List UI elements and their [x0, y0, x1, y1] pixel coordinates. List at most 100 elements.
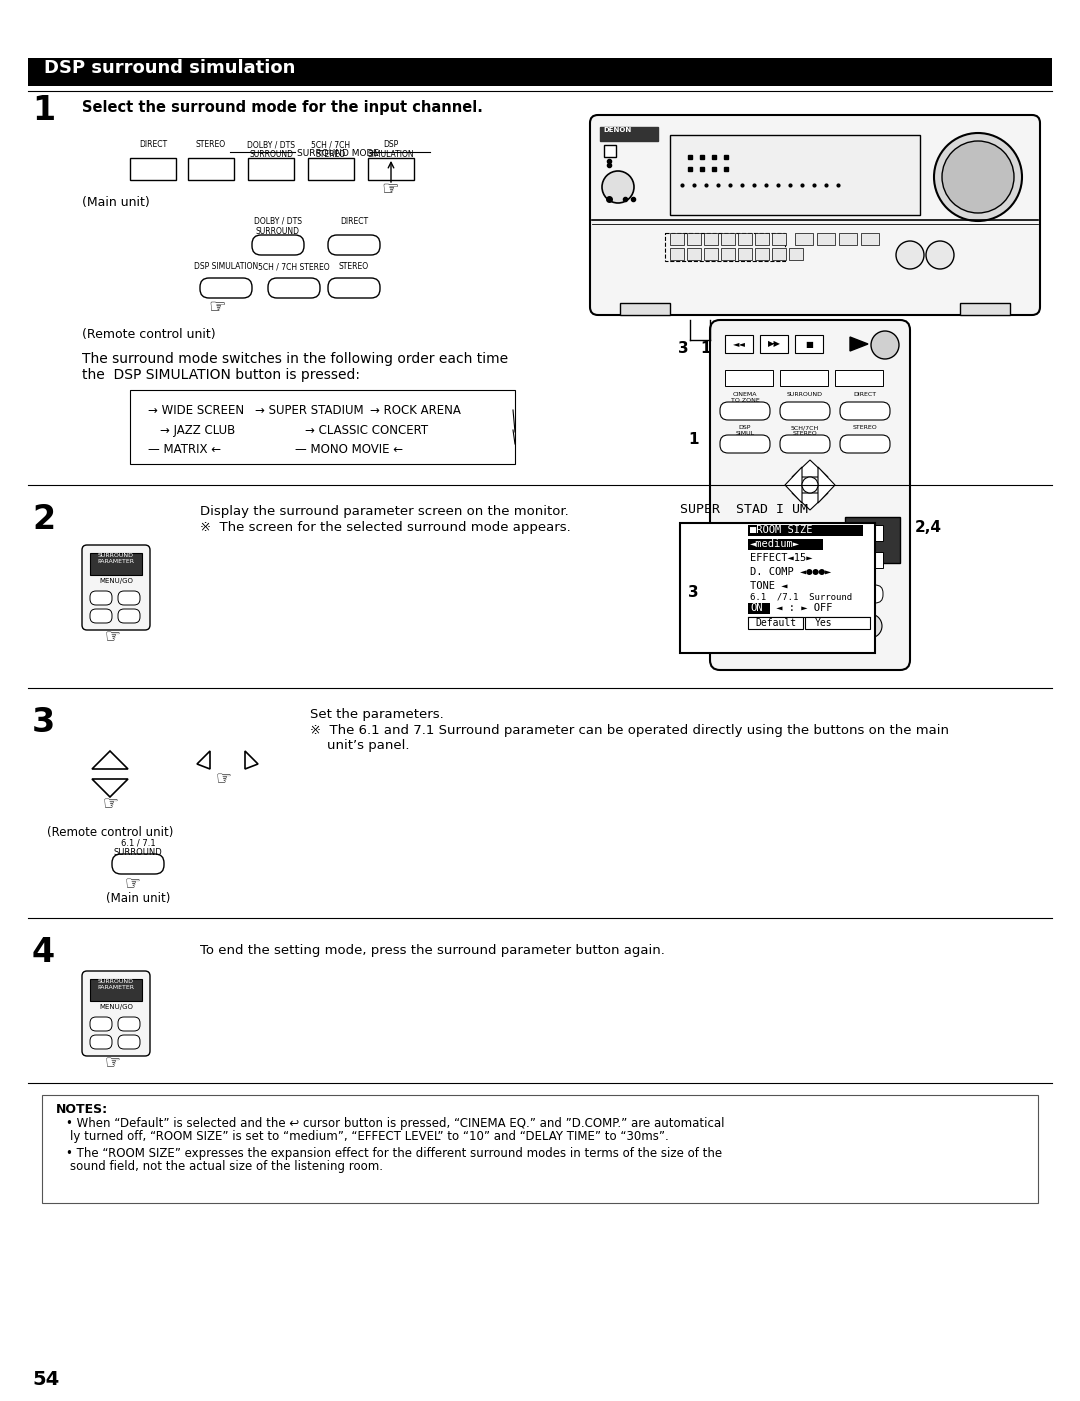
Bar	[687, 248, 701, 261]
Text: 5CH/7CH
STEREO: 5CH/7CH STEREO	[791, 425, 819, 436]
Text: sound field, not the actual size of the listening room.: sound field, not the actual size of the …	[70, 1160, 383, 1173]
Bar	[780, 552, 828, 567]
Text: SURROUND MODE: SURROUND MODE	[297, 149, 379, 157]
Bar	[861, 233, 879, 245]
Text: Yes: Yes	[815, 618, 833, 628]
Text: Display the surround parameter screen on the monitor.: Display the surround parameter screen on…	[200, 504, 569, 518]
FancyBboxPatch shape	[693, 591, 713, 609]
FancyBboxPatch shape	[710, 319, 910, 670]
Text: 1: 1	[700, 340, 711, 356]
Text: DOLBY / DTS
SURROUND: DOLBY / DTS SURROUND	[254, 217, 302, 237]
FancyBboxPatch shape	[328, 235, 380, 255]
Text: → WIDE SCREEN: → WIDE SCREEN	[148, 403, 244, 417]
Text: ☞: ☞	[102, 794, 118, 813]
Bar	[687, 233, 701, 245]
Text: SURROUND
PARAMETER: SURROUND PARAMETER	[97, 979, 135, 989]
Text: DOLBY / DTS
SURROUND: DOLBY / DTS SURROUND	[247, 140, 295, 160]
Text: Default: Default	[755, 618, 796, 628]
Bar	[835, 552, 883, 567]
Bar	[620, 303, 670, 315]
Circle shape	[926, 241, 954, 269]
Bar	[188, 158, 234, 179]
Text: 4: 4	[32, 936, 55, 969]
Text: the  DSP SIMULATION button is pressed:: the DSP SIMULATION button is pressed:	[82, 368, 360, 382]
FancyBboxPatch shape	[780, 402, 831, 420]
Text: (Remote control unit): (Remote control unit)	[82, 328, 216, 340]
Text: DENON: DENON	[603, 127, 631, 133]
Text: 3: 3	[688, 586, 699, 600]
Bar	[960, 303, 1010, 315]
Text: SUPER  STAD I UM: SUPER STAD I UM	[680, 503, 808, 516]
Text: 5CH / 7CH
STEREO: 5CH / 7CH STEREO	[311, 140, 351, 160]
Bar	[795, 335, 823, 353]
FancyBboxPatch shape	[835, 586, 883, 602]
FancyBboxPatch shape	[328, 277, 380, 298]
Bar	[90, 553, 141, 574]
FancyBboxPatch shape	[693, 566, 713, 584]
Bar	[248, 158, 294, 179]
Bar	[368, 158, 414, 179]
Polygon shape	[792, 460, 828, 476]
Circle shape	[934, 133, 1022, 221]
Bar	[28, 57, 1052, 85]
Bar	[816, 233, 835, 245]
Text: ■: ■	[805, 339, 813, 349]
Text: 6.1  /7.1  Surround: 6.1 /7.1 Surround	[750, 593, 852, 601]
Text: (Remote control unit): (Remote control unit)	[46, 827, 173, 839]
Polygon shape	[818, 467, 835, 503]
Text: ☞: ☞	[104, 1054, 120, 1070]
Text: — MONO MOVIE ←: — MONO MOVIE ←	[295, 443, 403, 455]
Bar	[738, 248, 752, 261]
Text: DIRECT: DIRECT	[340, 217, 368, 226]
Text: DSP
SIMUL: DSP SIMUL	[735, 425, 755, 436]
FancyBboxPatch shape	[840, 434, 890, 453]
Bar	[704, 233, 718, 245]
FancyBboxPatch shape	[840, 402, 890, 420]
Bar	[748, 539, 823, 551]
Bar	[308, 158, 354, 179]
Text: — MATRIX ←: — MATRIX ←	[148, 443, 221, 455]
Polygon shape	[850, 338, 868, 352]
Text: SURROUND
PARAMETER: SURROUND PARAMETER	[97, 553, 135, 563]
FancyBboxPatch shape	[118, 609, 140, 623]
Bar	[704, 248, 718, 261]
FancyBboxPatch shape	[720, 402, 770, 420]
Bar	[665, 233, 785, 261]
Text: The surround mode switches in the following order each time: The surround mode switches in the follow…	[82, 352, 508, 366]
Bar	[670, 233, 684, 245]
Bar	[90, 979, 141, 1000]
Text: DSP surround simulation: DSP surround simulation	[44, 59, 295, 77]
Text: TONE ◄: TONE ◄	[750, 581, 787, 591]
Bar	[725, 552, 773, 567]
Polygon shape	[245, 751, 258, 769]
FancyBboxPatch shape	[268, 277, 320, 298]
Text: • When “Default” is selected and the ↩ cursor button is pressed, “CINEMA EQ.” an: • When “Default” is selected and the ↩ c…	[66, 1117, 725, 1131]
FancyBboxPatch shape	[720, 434, 770, 453]
Circle shape	[870, 331, 899, 359]
Text: DSP SIMULATION: DSP SIMULATION	[194, 262, 258, 270]
Bar	[795, 233, 813, 245]
Circle shape	[942, 142, 1014, 213]
FancyBboxPatch shape	[688, 531, 743, 636]
Text: 54: 54	[32, 1370, 59, 1388]
Text: STEREO: STEREO	[339, 262, 369, 270]
Text: DSP
SIMULATION: DSP SIMULATION	[367, 140, 415, 160]
Circle shape	[723, 614, 747, 637]
Circle shape	[858, 614, 882, 637]
FancyBboxPatch shape	[725, 586, 773, 602]
FancyBboxPatch shape	[90, 591, 112, 605]
Bar	[725, 370, 773, 387]
Text: ☞: ☞	[124, 874, 140, 892]
Polygon shape	[792, 493, 828, 510]
FancyBboxPatch shape	[118, 1035, 140, 1049]
Text: CINEMA
TO ZONE: CINEMA TO ZONE	[731, 392, 759, 403]
Text: 1: 1	[688, 432, 699, 447]
Text: Select the surround mode for the input channel.: Select the surround mode for the input c…	[82, 99, 483, 115]
Text: ◄medium►: ◄medium►	[750, 539, 800, 549]
FancyBboxPatch shape	[780, 434, 831, 453]
Text: 3: 3	[678, 340, 689, 356]
Bar	[130, 158, 176, 179]
Text: STEREO: STEREO	[195, 140, 226, 149]
Polygon shape	[92, 751, 129, 769]
Bar	[600, 127, 658, 142]
